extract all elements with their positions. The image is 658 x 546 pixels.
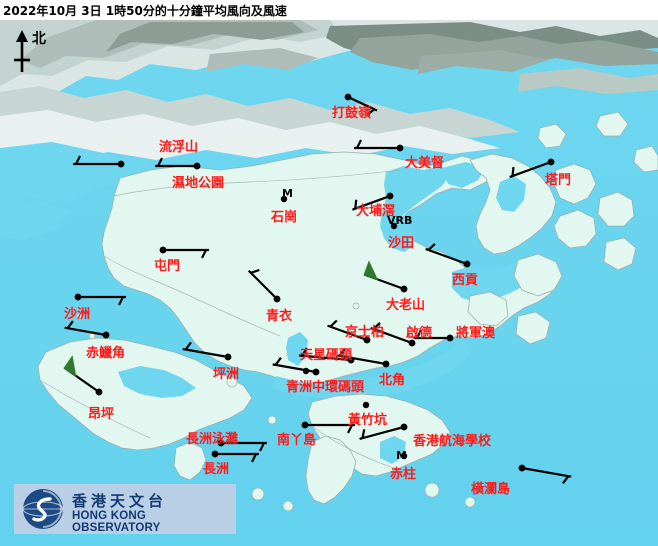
hongkong-landmass xyxy=(101,151,557,400)
sai-kung-peninsula xyxy=(467,153,637,345)
coastline-detail xyxy=(39,169,401,471)
station-wong-chuk-hang-label: 黃竹坑 xyxy=(348,413,388,428)
hko-logo-icon xyxy=(22,489,64,529)
station-kings-park-label: 京士柏 xyxy=(345,325,385,340)
station-central-pier-label: 中環碼頭 xyxy=(312,380,365,395)
station-star-ferry-label: 天星碼頭 xyxy=(300,348,353,363)
page-title: 2022年10月 3日 1時50分的十分鐘平均風向及風速 xyxy=(3,4,287,18)
station-cheung-chau-beach-label: 長洲泳灘 xyxy=(186,432,239,447)
station-shek-kong-label: 石崗 xyxy=(271,210,298,225)
station-green-island-label: 青洲 xyxy=(286,380,313,395)
hko-logo-english: HONG KONG OBSERVATORY xyxy=(72,510,161,534)
station-sha-tin-dot xyxy=(390,222,398,230)
station-cheung-chau-beach-wind-barb xyxy=(217,439,267,452)
station-north-point-label: 北角 xyxy=(379,373,406,388)
station-stanley-dot xyxy=(400,452,408,460)
mainland-landmass xyxy=(0,20,658,162)
station-lau-fau-shan-label: 流浮山 xyxy=(159,140,199,155)
lantau-island xyxy=(37,337,253,451)
station-peng-chau-label: 坪洲 xyxy=(213,367,240,382)
station-cheung-chau-label: 長洲 xyxy=(203,462,230,477)
cheung-chau-island xyxy=(173,441,207,481)
station-tseung-kwan-o-wind-barb xyxy=(414,329,454,342)
lamma-island xyxy=(305,435,357,505)
station-sha-chau-label: 沙洲 xyxy=(64,307,91,322)
northeast-islands xyxy=(537,111,658,173)
station-tsing-yi-wind-barb xyxy=(247,268,281,303)
station-tates-cairn-wind-barb xyxy=(363,260,408,293)
station-tai-po-kau-label: 大埔滘 xyxy=(356,204,396,219)
deep-bay-water xyxy=(0,142,150,240)
hko-logo-chinese: 香港天文台 xyxy=(72,492,168,510)
station-waglan-island-label: 橫瀾島 xyxy=(471,482,511,497)
station-stanley-label: 赤柱 xyxy=(390,467,417,482)
hko-logo: 香港天文台 HONG KONG OBSERVATORY xyxy=(14,484,236,534)
station-ta-kwu-ling-label: 打鼓嶺 xyxy=(332,106,372,121)
station-lamma-island-label: 南丫島 xyxy=(277,433,317,448)
station-chek-lap-kok-label: 赤鱲角 xyxy=(86,346,126,361)
station-tap-mun-wind-barb xyxy=(509,158,555,179)
station-hk-sea-school-wind-barb xyxy=(359,423,408,440)
station-sha-tin-label: 沙田 xyxy=(388,236,415,251)
station-sai-kung-wind-barb xyxy=(425,243,471,268)
station-wong-chuk-hang-dot xyxy=(362,401,370,409)
station-hk-sea-school-label: 香港航海學校 xyxy=(413,434,492,449)
station-lau-fau-shan-wind-barb xyxy=(73,155,125,168)
station-tseung-kwan-o-label: 將軍澳 xyxy=(456,326,496,341)
station-north-point-wind-barb xyxy=(336,347,390,368)
station-chek-lap-kok-wind-barb xyxy=(64,320,110,339)
base-map xyxy=(0,20,658,546)
station-tsing-yi-label: 青衣 xyxy=(266,309,293,324)
wind-barb-layer xyxy=(63,93,572,485)
station-tates-cairn-label: 大老山 xyxy=(386,298,426,313)
station-tai-po-kau-wind-barb xyxy=(352,192,394,211)
station-tuen-mun-label: 屯門 xyxy=(154,259,181,274)
station-tai-mei-tuk-wind-barb xyxy=(354,139,404,152)
station-wetland-park-label: 濕地公園 xyxy=(172,176,225,191)
station-cheung-chau-wind-barb xyxy=(211,450,259,463)
map-canvas xyxy=(0,20,658,546)
marker-sha-tin-vrb: VRB xyxy=(387,214,413,227)
station-peng-chau-wind-barb xyxy=(182,341,232,361)
north-arrow-icon xyxy=(14,30,30,72)
north-label: 北 xyxy=(32,31,46,47)
station-tai-mei-tuk-label: 大美督 xyxy=(405,156,445,171)
station-kai-tak-wind-barb xyxy=(370,322,416,347)
station-tuen-mun-wind-barb xyxy=(159,246,209,259)
station-shek-kong-dot xyxy=(280,195,288,203)
station-sai-kung-label: 西貢 xyxy=(452,273,479,288)
station-ta-kwu-ling-wind-barb xyxy=(344,93,378,116)
station-central-pier-wind-barb xyxy=(272,357,320,376)
station-kings-park-wind-barb xyxy=(327,319,371,344)
title-bar: 2022年10月 3日 1時50分的十分鐘平均風向及風速 xyxy=(0,0,658,20)
station-waglan-island-wind-barb xyxy=(518,464,572,485)
station-sha-chau-wind-barb xyxy=(74,293,126,306)
station-ngong-ping-wind-barb xyxy=(63,355,103,396)
station-wetland-park-wind-barb xyxy=(155,157,201,170)
station-kai-tak-label: 啟德 xyxy=(406,326,433,341)
station-ngong-ping-label: 昂坪 xyxy=(88,407,115,422)
small-islands xyxy=(76,302,476,512)
north-arrow: 北 xyxy=(6,28,66,76)
marker-stanley-m: M xyxy=(396,449,407,462)
station-tap-mun-label: 塔門 xyxy=(545,173,572,188)
station-lamma-island-wind-barb xyxy=(301,421,355,434)
marker-shek-kong-m: M xyxy=(282,187,293,200)
